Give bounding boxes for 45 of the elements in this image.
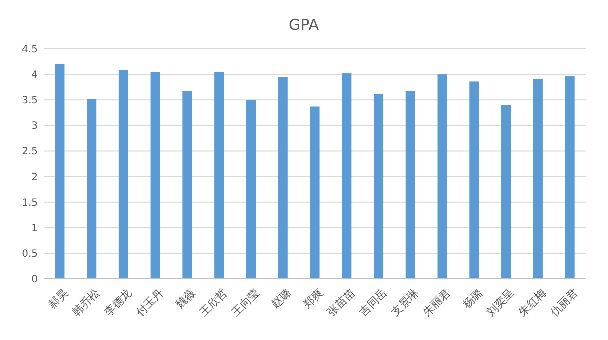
bar — [374, 94, 384, 279]
bar — [278, 77, 288, 279]
y-tick-label: 0 — [32, 274, 38, 286]
x-tick-label: 王欣哲 — [198, 286, 230, 320]
chart-title: GPA — [289, 16, 320, 34]
y-tick-label: 4.5 — [22, 44, 38, 56]
y-tick-label: 4 — [32, 70, 38, 82]
bar — [502, 105, 512, 279]
x-tick-label: 吉同岳 — [357, 286, 390, 320]
x-tick-label: 杨璐 — [460, 286, 486, 312]
bar — [406, 91, 416, 279]
x-tick-label: 支景琳 — [388, 286, 422, 320]
x-tick-label: 郝昊 — [46, 286, 71, 312]
y-tick-label: 3.5 — [22, 96, 38, 107]
y-tick-label: 1 — [32, 223, 38, 234]
y-tick-label: 2 — [32, 172, 38, 184]
x-tick-label: 朱红梅 — [516, 286, 549, 320]
x-tick-label: 付玉丹 — [134, 286, 166, 320]
x-tick-label: 李德龙 — [102, 286, 134, 320]
bar — [55, 64, 65, 279]
x-tick-label: 赵璐 — [269, 286, 294, 312]
bar — [214, 72, 224, 279]
bar — [342, 74, 352, 279]
y-tick-label: 0.5 — [22, 248, 38, 260]
x-tick-label: 郑爽 — [301, 286, 326, 312]
x-tick-label: 刘奕呈 — [484, 286, 518, 320]
bar — [438, 74, 448, 279]
bar — [87, 99, 97, 279]
bar — [533, 79, 543, 279]
bar — [310, 106, 320, 279]
bar — [150, 72, 160, 279]
bar — [565, 76, 575, 279]
x-tick-label: 王向莹 — [229, 286, 262, 320]
x-tick-label: 朱丽君 — [420, 286, 454, 320]
x-tick-label: 仇丽君 — [548, 286, 581, 320]
bar — [470, 82, 480, 279]
y-tick-label: 3 — [32, 121, 38, 132]
y-tick-label: 2.5 — [22, 146, 38, 158]
bar — [246, 100, 256, 279]
x-tick-label: 韩乔松 — [70, 286, 103, 320]
bar — [182, 91, 192, 279]
x-tick-label: 魏薇 — [174, 286, 198, 312]
x-tick-label: 张苗苗 — [325, 286, 358, 320]
y-tick-label: 1.5 — [22, 198, 38, 209]
bar — [118, 70, 128, 279]
